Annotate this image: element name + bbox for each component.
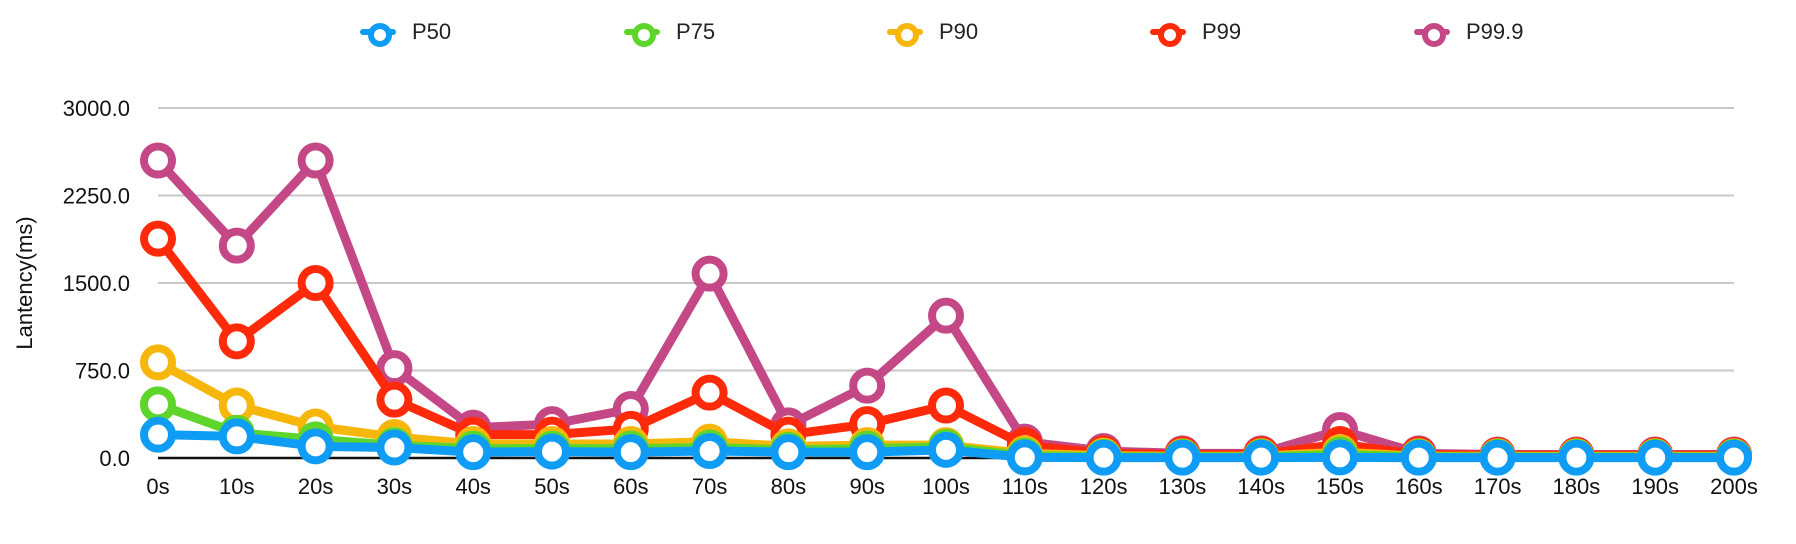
y-tick-label: 3000.0 [63, 96, 130, 121]
legend-item: P50 [358, 14, 451, 50]
data-point [1400, 439, 1437, 476]
data-point [1637, 439, 1674, 476]
legend-label: P75 [676, 19, 716, 44]
data-point [218, 323, 255, 360]
data-point [612, 434, 649, 471]
data-point [297, 428, 334, 465]
data-point [928, 297, 964, 334]
x-tick-label: 200s [1710, 474, 1758, 499]
legend-label: P99 [1202, 19, 1242, 44]
legend-item: P90 [885, 14, 978, 50]
legend-item: P99.9 [1412, 14, 1524, 50]
data-point [849, 367, 886, 404]
data-point [140, 344, 176, 381]
x-tick-label: 180s [1553, 474, 1601, 499]
legend-item: P99 [1148, 14, 1241, 50]
data-point [140, 386, 176, 423]
data-point [691, 433, 728, 469]
series-p50 [140, 416, 1752, 476]
data-point [1006, 439, 1043, 476]
y-tick-label: 2250.0 [63, 184, 130, 209]
data-point [376, 381, 413, 418]
legend-marker-icon [622, 14, 662, 50]
x-tick-label: 80s [771, 474, 806, 499]
data-point [691, 255, 728, 292]
data-point [297, 142, 334, 179]
x-tick-label: 170s [1474, 474, 1522, 499]
x-tick-label: 110s [1002, 474, 1048, 499]
data-point [770, 434, 807, 471]
data-point [849, 434, 886, 471]
series-lines [140, 142, 1752, 476]
data-point [140, 416, 176, 453]
x-tick-label: 100s [922, 474, 970, 499]
x-axis-ticks: 0s 10s 20s 30s 40s 50s 60s 70s 80s 90s 100s 110s 120… [146, 474, 1757, 499]
data-point [1322, 439, 1358, 476]
legend-marker-icon [1412, 14, 1452, 50]
x-tick-label: 130s [1159, 474, 1207, 499]
data-point [140, 142, 176, 179]
data-point [218, 418, 255, 455]
x-tick-label: 70s [692, 474, 727, 499]
x-tick-label: 30s [377, 474, 412, 499]
chart-legend: P50 P75 P90 P99 P99.9 [0, 14, 1796, 50]
data-point [691, 374, 728, 411]
data-point [1558, 439, 1595, 476]
data-point [297, 265, 334, 301]
x-tick-label: 190s [1631, 474, 1679, 499]
y-axis-label: Lantency(ms) [12, 216, 37, 349]
x-tick-label: 0s [146, 474, 169, 499]
data-point [928, 387, 964, 424]
x-tick-label: 160s [1395, 474, 1443, 499]
x-tick-label: 50s [534, 474, 569, 499]
data-point [1243, 439, 1280, 476]
x-tick-label: 60s [613, 474, 648, 499]
legend-marker-icon [358, 14, 398, 50]
data-point [218, 227, 255, 264]
y-tick-label: 1500.0 [63, 271, 130, 296]
x-tick-label: 90s [849, 474, 884, 499]
data-point [455, 434, 492, 471]
data-point [928, 431, 964, 468]
legend-marker-icon [885, 14, 925, 50]
legend-item: P75 [622, 14, 715, 50]
legend-label: P99.9 [1466, 19, 1524, 44]
x-tick-label: 150s [1316, 474, 1364, 499]
data-point [140, 220, 176, 257]
data-point [376, 429, 413, 466]
data-point [1085, 439, 1122, 476]
data-point [1164, 439, 1201, 476]
x-tick-label: 40s [455, 474, 490, 499]
x-tick-label: 140s [1237, 474, 1285, 499]
x-tick-label: 10s [219, 474, 254, 499]
data-point [534, 433, 570, 470]
y-tick-label: 0.0 [99, 446, 130, 471]
x-tick-label: 120s [1080, 474, 1128, 499]
y-tick-label: 750.0 [75, 359, 130, 384]
legend-label: P90 [939, 19, 979, 44]
y-axis-ticks: 0.0 750.0 1500.0 2250.0 3000.0 [63, 96, 130, 471]
data-point [1479, 439, 1516, 476]
legend-marker-icon [1148, 14, 1188, 50]
x-tick-label: 20s [298, 474, 333, 499]
legend-label: P50 [412, 19, 452, 44]
data-point [1716, 439, 1752, 476]
